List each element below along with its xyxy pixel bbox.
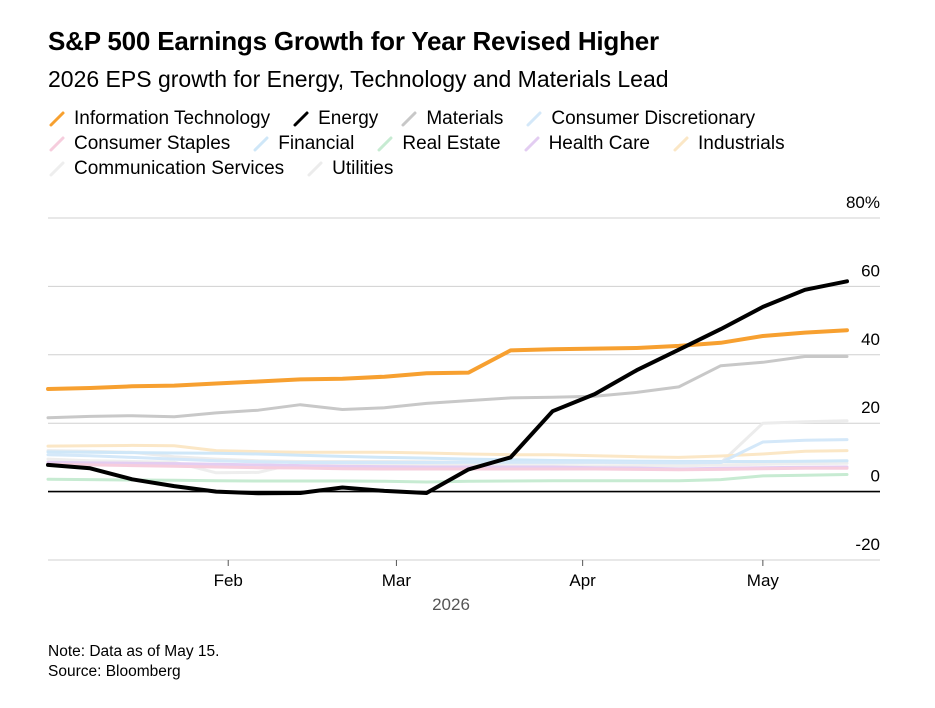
legend-label-communication-services: Communication Services bbox=[74, 158, 285, 179]
series-line-consumer-staples bbox=[46, 462, 849, 472]
y-tick-label: 20 bbox=[861, 398, 880, 417]
legend-swatch-utilities bbox=[307, 161, 323, 176]
chart-series bbox=[46, 279, 849, 496]
legend-swatch-consumer-staples bbox=[49, 136, 65, 151]
legend-label-information-technology: Information Technology bbox=[74, 108, 271, 129]
x-axis-label: 2026 bbox=[432, 595, 470, 614]
legend-label-health-care: Health Care bbox=[548, 133, 650, 154]
chart-source: Source: Bloomberg bbox=[48, 663, 181, 680]
y-tick-label: 80% bbox=[846, 193, 880, 212]
y-tick-label: 0 bbox=[871, 467, 880, 486]
legend-swatch-industrials bbox=[673, 136, 689, 151]
series-line-industrials bbox=[46, 443, 849, 459]
legend-item-utilities: Utilities bbox=[306, 156, 393, 181]
legend-item-consumer-discretionary: Consumer Discretionary bbox=[525, 106, 755, 131]
legend-label-industrials: Industrials bbox=[697, 133, 785, 154]
legend-swatch-consumer-discretionary bbox=[526, 111, 542, 126]
legend-item-materials: Materials bbox=[400, 106, 503, 131]
legend-item-health-care: Health Care bbox=[523, 131, 650, 156]
x-axis: Feb Mar Apr May bbox=[214, 560, 780, 590]
legend-row-2: Consumer Staples Financial Real Estate Heal… bbox=[48, 131, 908, 156]
y-axis: -20 0 20 40 60 80% bbox=[846, 193, 880, 554]
legend-swatch-information-technology bbox=[49, 111, 65, 126]
legend-label-real-estate: Real Estate bbox=[402, 133, 501, 154]
series-line-materials bbox=[46, 355, 849, 420]
legend-item-information-technology: Information Technology bbox=[48, 106, 270, 131]
legend-item-consumer-staples: Consumer Staples bbox=[48, 131, 230, 156]
legend-swatch-financial bbox=[253, 136, 269, 151]
legend-label-consumer-staples: Consumer Staples bbox=[74, 133, 231, 154]
line-chart: Feb Mar Apr May -20 0 20 40 60 80% 2026 bbox=[46, 193, 880, 614]
series-line-energy bbox=[46, 279, 849, 496]
legend-swatch-health-care bbox=[524, 136, 540, 151]
legend: Information Technology Energy Materials Con… bbox=[48, 106, 908, 181]
legend-item-industrials: Industrials bbox=[672, 131, 785, 156]
legend-swatch-real-estate bbox=[377, 136, 393, 151]
chart-title: S&P 500 Earnings Growth for Year Revised… bbox=[48, 26, 659, 56]
legend-label-utilities: Utilities bbox=[332, 158, 394, 179]
legend-label-consumer-discretionary: Consumer Discretionary bbox=[551, 108, 756, 129]
legend-swatch-energy bbox=[293, 111, 309, 126]
series-line-information-technology bbox=[46, 328, 849, 391]
legend-item-financial: Financial bbox=[252, 131, 354, 156]
x-tick-label: Mar bbox=[382, 571, 412, 590]
x-tick-label: Apr bbox=[569, 571, 596, 590]
chart-note: Note: Data as of May 15. bbox=[48, 643, 220, 660]
legend-label-materials: Materials bbox=[426, 108, 504, 129]
legend-label-energy: Energy bbox=[318, 108, 379, 129]
chart-grid bbox=[48, 217, 880, 561]
legend-item-real-estate: Real Estate bbox=[376, 131, 501, 156]
legend-row-3: Communication Services Utilities bbox=[48, 156, 908, 181]
legend-item-communication-services: Communication Services bbox=[48, 156, 284, 181]
legend-swatch-materials bbox=[401, 111, 417, 126]
legend-swatch-communication-services bbox=[49, 161, 65, 176]
legend-label-financial: Financial bbox=[278, 133, 355, 154]
chart-subtitle: 2026 EPS growth for Energy, Technology a… bbox=[48, 66, 669, 92]
x-tick-label: Feb bbox=[214, 571, 243, 590]
y-tick-label: -20 bbox=[855, 535, 880, 554]
legend-row-1: Information Technology Energy Materials Con… bbox=[48, 106, 908, 131]
x-tick-label: May bbox=[747, 571, 780, 590]
legend-item-energy: Energy bbox=[292, 106, 378, 131]
series-line-consumer-discretionary bbox=[46, 438, 849, 465]
y-tick-label: 40 bbox=[861, 330, 880, 349]
y-tick-label: 60 bbox=[861, 261, 880, 280]
